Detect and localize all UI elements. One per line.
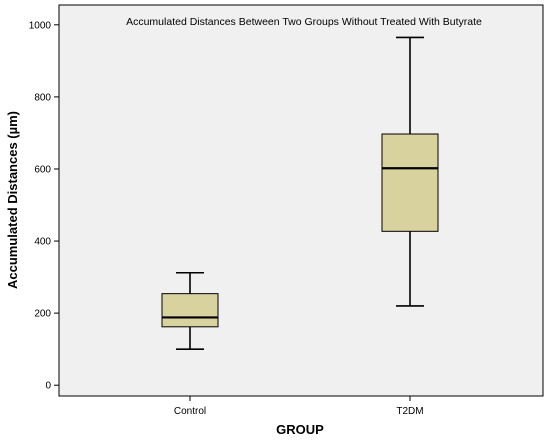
x-axis: Control T2DM xyxy=(174,396,424,417)
box-t2dm xyxy=(381,36,439,307)
y-tick-label: 400 xyxy=(34,237,51,248)
x-tick-label: T2DM xyxy=(396,406,423,417)
iqr-box xyxy=(381,133,439,232)
chart-title: Accumulated Distances Between Two Groups… xyxy=(126,16,482,28)
y-tick-label: 1000 xyxy=(29,20,52,31)
x-tick-label: Control xyxy=(174,406,206,417)
y-tick-label: 600 xyxy=(34,164,51,175)
iqr-box xyxy=(161,293,219,328)
y-axis: 0 200 400 600 800 1000 xyxy=(29,20,59,392)
box-control xyxy=(161,271,219,350)
plot-area xyxy=(58,4,544,397)
y-tick-label: 800 xyxy=(34,92,51,103)
x-axis-title: GROUP xyxy=(276,422,324,437)
y-axis-title: Accumulated Distances (µm) xyxy=(5,111,20,289)
y-tick-label: 0 xyxy=(45,381,51,392)
box-series xyxy=(161,36,439,350)
y-tick-label: 200 xyxy=(34,309,51,320)
